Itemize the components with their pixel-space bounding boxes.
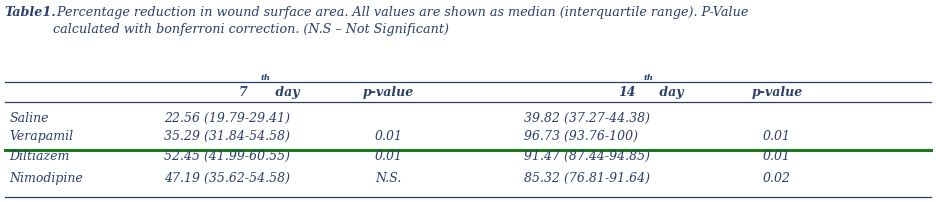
Text: 39.82 (37.27-44.38): 39.82 (37.27-44.38) — [524, 112, 651, 125]
Text: 0.02: 0.02 — [763, 172, 791, 185]
Text: day: day — [655, 86, 683, 99]
Text: Diltiazem: Diltiazem — [9, 150, 70, 163]
Text: 0.01: 0.01 — [763, 130, 791, 143]
Text: 91.47 (87.44-94.85): 91.47 (87.44-94.85) — [524, 150, 651, 163]
Text: 7: 7 — [239, 86, 248, 99]
Text: 52.45 (41.99-60.55): 52.45 (41.99-60.55) — [164, 150, 290, 163]
Text: 47.19 (35.62-54.58): 47.19 (35.62-54.58) — [164, 172, 290, 185]
Text: 22.56 (19.79-29.41): 22.56 (19.79-29.41) — [164, 112, 290, 125]
Text: Table1.: Table1. — [5, 6, 56, 19]
Text: 0.01: 0.01 — [374, 150, 402, 163]
Text: Percentage reduction in wound surface area. All values are shown as median (inte: Percentage reduction in wound surface ar… — [53, 6, 749, 36]
Text: Verapamil: Verapamil — [9, 130, 74, 143]
Text: p-value: p-value — [363, 86, 414, 99]
Text: 0.01: 0.01 — [763, 150, 791, 163]
Text: 0.01: 0.01 — [374, 130, 402, 143]
Text: 14: 14 — [619, 86, 636, 99]
Text: th: th — [260, 74, 271, 82]
Text: day: day — [271, 86, 300, 99]
Text: 96.73 (93.76-100): 96.73 (93.76-100) — [524, 130, 638, 143]
Text: p-value: p-value — [752, 86, 802, 99]
Text: th: th — [644, 74, 654, 82]
Text: 85.32 (76.81-91.64): 85.32 (76.81-91.64) — [524, 172, 651, 185]
Text: Nimodipine: Nimodipine — [9, 172, 83, 185]
Text: N.S.: N.S. — [375, 172, 402, 185]
Text: 35.29 (31.84-54.58): 35.29 (31.84-54.58) — [164, 130, 290, 143]
Text: Saline: Saline — [9, 112, 49, 125]
